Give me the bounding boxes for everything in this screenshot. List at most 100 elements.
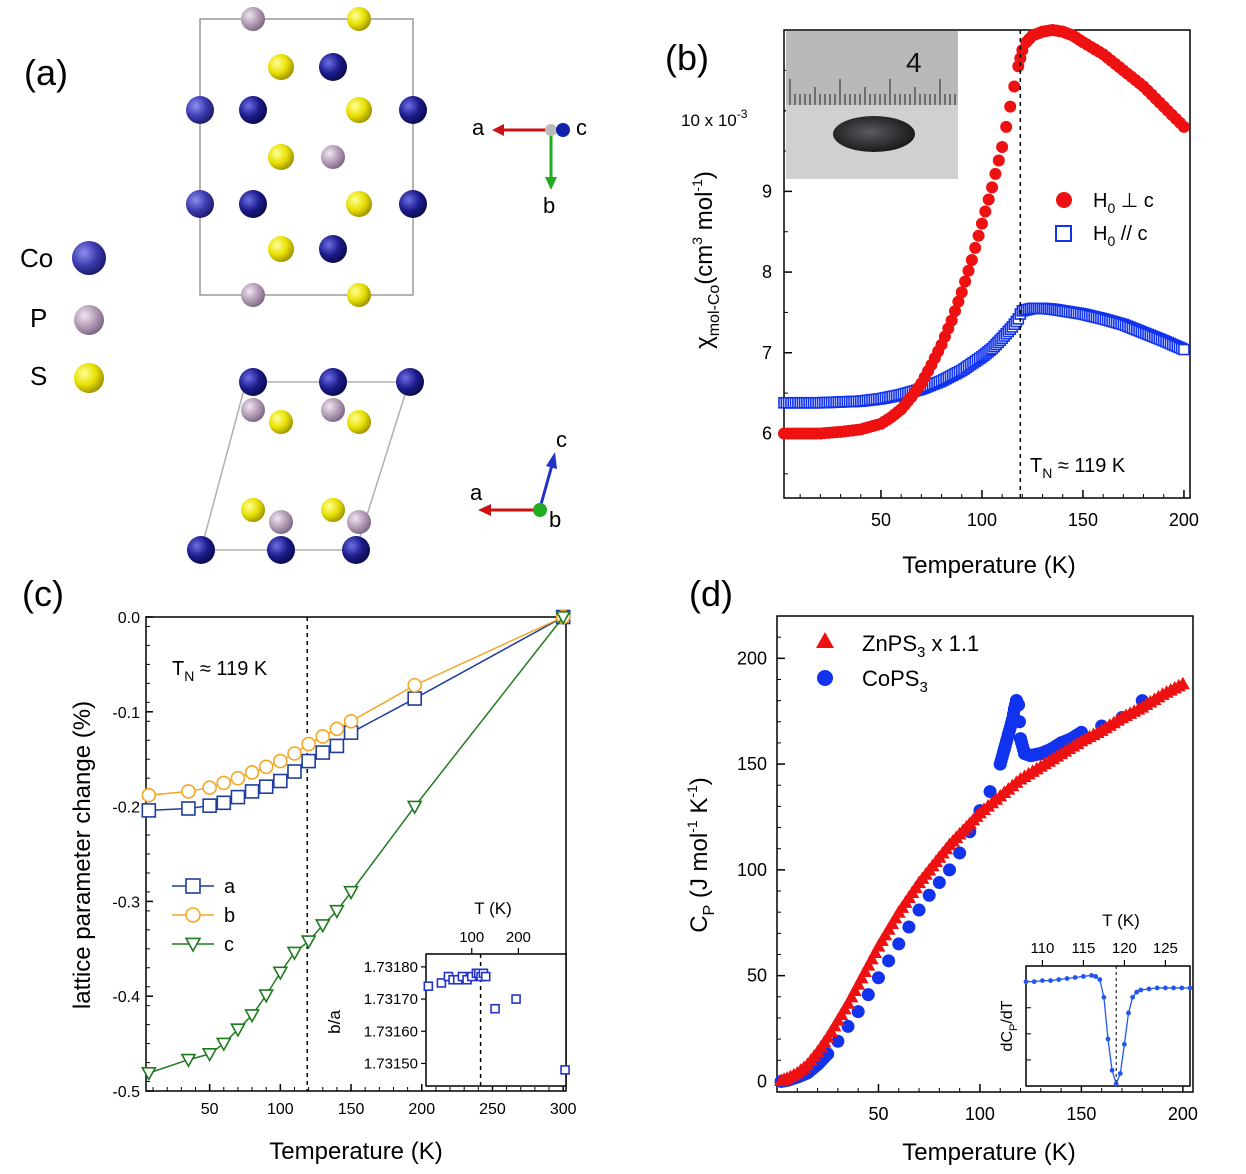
axis-label-a: a xyxy=(472,115,485,140)
ruler-number: 4 xyxy=(906,47,922,78)
data-point xyxy=(343,885,359,901)
axis-arrow-c-bottom xyxy=(538,464,554,509)
inset-ylabel-d: dCP/dT xyxy=(999,1000,1020,1051)
series-line xyxy=(148,616,564,796)
legend-label-cops3: CoPS3 xyxy=(862,666,928,696)
data-point xyxy=(979,205,992,218)
data-point xyxy=(230,1023,246,1038)
x-tick-label: 150 xyxy=(1066,1104,1096,1124)
legend-label-par: H0 // c xyxy=(1093,223,1147,249)
x-tick-label: 200 xyxy=(408,1101,435,1118)
inset-data-point xyxy=(1146,986,1152,992)
inset-ylabel-c: b/a xyxy=(325,1010,344,1034)
data-point xyxy=(1177,120,1190,133)
inset-ticks-c: 100 200 1.73180 1.73170 1.73160 1.73150 xyxy=(364,929,531,1072)
atom-p xyxy=(269,510,293,534)
inset-data-point xyxy=(1134,989,1140,995)
series-perp xyxy=(778,24,1190,440)
axis-label-b: b xyxy=(543,193,555,218)
legend-b: H0 ⊥ c H0 // c xyxy=(1055,190,1154,249)
inset-data-point xyxy=(1101,994,1107,1000)
data-point xyxy=(215,1037,232,1052)
data-point xyxy=(244,1009,260,1024)
data-point xyxy=(202,798,217,813)
panel-a: (a) Co P S a c b xyxy=(20,7,587,564)
inset-x-tick-label: 110 xyxy=(1030,940,1054,957)
data-point xyxy=(258,779,274,794)
legend-marker xyxy=(185,907,201,923)
data-point xyxy=(996,141,1009,153)
data-point xyxy=(902,920,916,934)
inset-data-point xyxy=(1117,1071,1123,1076)
legend-marker-perp xyxy=(1056,192,1072,208)
series-c xyxy=(140,610,572,1082)
atom-s xyxy=(269,410,293,434)
y-tick-label: 0.0 xyxy=(118,610,140,627)
legend-label-znps3: ZnPS3 x 1.1 xyxy=(862,631,979,661)
inset-y-tick-label: 1.73180 xyxy=(364,959,418,976)
data-point xyxy=(912,903,926,917)
ylabel-b: χmol-Co(cm3 mol-1) xyxy=(689,171,723,349)
data-point xyxy=(871,971,885,985)
axis-arrow-c xyxy=(556,123,570,137)
xlabel-c: Temperature (K) xyxy=(269,1138,442,1165)
inset-data-point xyxy=(1154,985,1160,991)
tn-label-b: TN ≈ 119 K xyxy=(1030,455,1126,481)
atom-s xyxy=(268,236,294,262)
atom-p xyxy=(241,7,265,31)
data-point xyxy=(329,721,345,737)
ticks-b: 50 100 150 200 6 7 8 9 xyxy=(762,69,1199,530)
panel-d: (d) 50 100 150 200 0 50 100 150 200 ZnPS3 x 1.1 … xyxy=(684,573,1198,1166)
axis-arrowhead-c-bottom xyxy=(546,452,557,469)
inset-ticks-d: 110 115 120 125 xyxy=(1026,940,1178,1061)
inset-data-point xyxy=(1048,978,1053,984)
inset-data-point xyxy=(1122,1041,1127,1047)
inset-series-c xyxy=(423,968,570,1075)
data-point xyxy=(892,937,906,951)
y-tick-label: -0.2 xyxy=(112,800,140,817)
series-par xyxy=(778,302,1190,409)
unit-cell-bottom xyxy=(200,381,411,551)
inset-data-point xyxy=(1171,985,1176,991)
inset-data-point xyxy=(1023,979,1029,985)
data-point xyxy=(230,770,246,786)
atom-p xyxy=(347,510,371,534)
legend-label-co: Co xyxy=(20,243,53,273)
inset-data-point xyxy=(423,981,434,991)
inset-data-point xyxy=(1130,994,1135,1000)
inset-data-point xyxy=(490,1003,500,1014)
ruler xyxy=(786,31,958,105)
legend-marker-znps3 xyxy=(816,632,834,648)
data-point xyxy=(181,801,196,816)
atom-co xyxy=(399,190,427,218)
legend-marker-par xyxy=(1055,225,1072,242)
data-point xyxy=(844,989,859,1003)
data-point xyxy=(258,759,274,775)
y-tick-label: 50 xyxy=(747,966,767,986)
data-point xyxy=(1178,343,1190,356)
data-point xyxy=(244,784,260,799)
inset-y-tick-label: 1.73170 xyxy=(364,991,418,1008)
atom-co xyxy=(399,96,427,124)
data-point xyxy=(1000,120,1013,133)
data-point xyxy=(555,610,572,626)
axis-origin xyxy=(545,124,557,136)
inset-data-point xyxy=(560,1065,570,1075)
data-point xyxy=(216,775,232,791)
data-point xyxy=(986,181,999,194)
data-point xyxy=(972,229,985,242)
axis-arrowhead-a-bottom xyxy=(478,504,491,516)
atom-co xyxy=(319,235,347,263)
atom-s xyxy=(321,498,345,522)
atom-s xyxy=(268,144,294,170)
data-point xyxy=(841,996,856,1009)
data-point xyxy=(965,253,978,266)
inset-data-point xyxy=(1138,987,1144,993)
data-point xyxy=(1004,100,1017,113)
legend-marker xyxy=(184,937,202,953)
data-point xyxy=(942,863,956,877)
data-point xyxy=(140,1066,157,1082)
y-tick-label: -0.1 xyxy=(112,705,140,722)
ruler-ticks xyxy=(789,79,956,105)
